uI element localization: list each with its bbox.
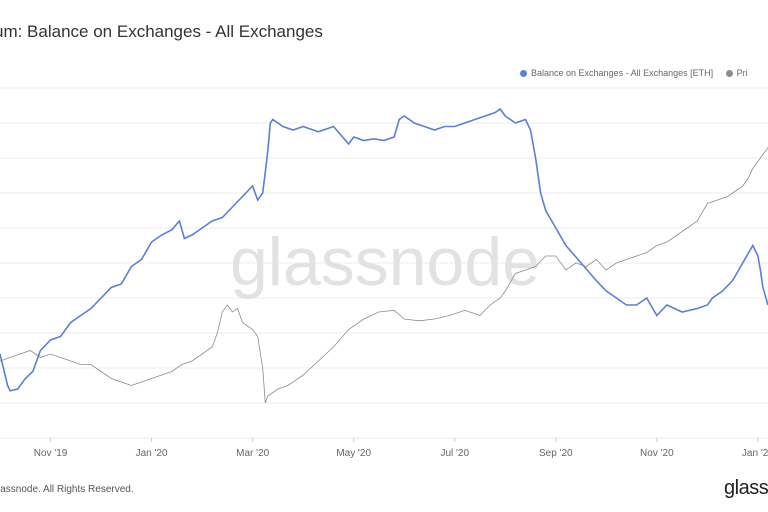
legend-label-price: Pri xyxy=(736,68,748,78)
chart-legend: Balance on Exchanges - All Exchanges [ET… xyxy=(520,68,758,79)
legend-label-balance: Balance on Exchanges - All Exchanges [ET… xyxy=(531,68,714,78)
x-tick-label: Nov '19 xyxy=(34,448,68,459)
x-tick-label: Jul '20 xyxy=(440,448,469,459)
chart-title: um: Balance on Exchanges - All Exchanges xyxy=(0,22,323,41)
x-tick-label: Mar '20 xyxy=(236,448,269,459)
chart-grid xyxy=(0,87,768,439)
watermark: glassnode xyxy=(230,224,540,300)
x-tick-label: Sep '20 xyxy=(539,448,573,459)
series-line-price xyxy=(0,147,768,404)
legend-item-balance[interactable]: Balance on Exchanges - All Exchanges [ET… xyxy=(520,68,713,78)
x-tick-label: Nov '20 xyxy=(640,448,674,459)
x-tick-label: May '20 xyxy=(336,448,371,459)
copyright-footer: lassnode. All Rights Reserved. xyxy=(0,484,134,495)
x-tick-label: Jan '20 xyxy=(136,448,168,459)
brand-logo: glass xyxy=(724,477,768,499)
legend-dot-balance xyxy=(520,69,527,77)
legend-dot-price xyxy=(725,69,733,77)
series-line-balance xyxy=(0,107,768,392)
legend-item-price[interactable]: Pri xyxy=(725,68,748,78)
x-axis-ticks: Nov '19 Jan '20 Mar '20 May '20 Jul '20 Sep '… xyxy=(34,438,768,459)
x-tick-label: Jan '21 xyxy=(742,448,768,459)
